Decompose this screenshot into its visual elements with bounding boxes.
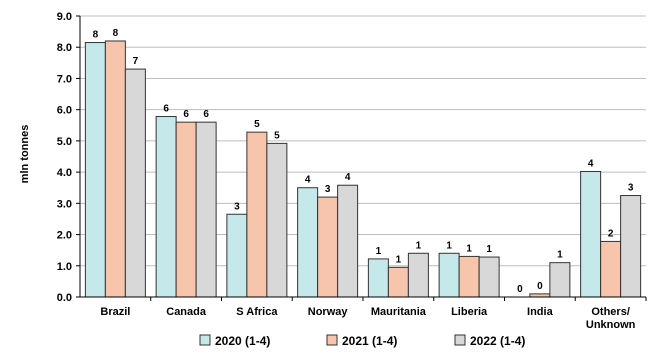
y-axis-label: mln tonnes — [19, 125, 31, 184]
bar — [549, 262, 571, 298]
data-label: 7 — [133, 56, 139, 67]
y-tick-label: 9.0 — [57, 11, 72, 23]
legend: 2020 (1-4) 2021 (1-4) 2022 (1-4) — [199, 334, 525, 348]
y-tick-label: 4.0 — [57, 167, 72, 179]
y-tick-label: 5.0 — [57, 136, 72, 148]
bars — [84, 40, 642, 298]
data-label: 6 — [183, 109, 189, 120]
bar — [195, 121, 217, 298]
legend-label: 2021 (1-4) — [342, 334, 397, 348]
data-label: 8 — [93, 30, 99, 41]
data-label: 4 — [345, 172, 351, 183]
bar — [600, 240, 622, 298]
bar — [367, 258, 389, 298]
y-tick-label: 3.0 — [57, 198, 72, 210]
bar — [104, 40, 126, 298]
x-tick-label: Norway — [308, 306, 349, 318]
data-label: 4 — [588, 158, 594, 169]
bar — [478, 256, 500, 298]
bar — [438, 252, 460, 298]
bar — [407, 252, 429, 298]
data-label: 3 — [234, 201, 240, 212]
y-tick-label: 8.0 — [57, 42, 72, 54]
data-label: 5 — [274, 130, 280, 141]
bar — [175, 121, 197, 298]
data-label: 1 — [466, 243, 472, 254]
bar — [387, 266, 409, 298]
data-label: 1 — [416, 240, 422, 251]
legend-label: 2022 (1-4) — [470, 334, 525, 348]
data-label: 0 — [517, 284, 523, 295]
data-label: 5 — [254, 119, 260, 130]
bar — [226, 213, 248, 298]
bar — [246, 131, 268, 298]
bar — [317, 196, 339, 298]
data-label: 1 — [446, 240, 452, 251]
x-axis-categories: Brazil Canada S Africa Norway Mauritania Libe… — [100, 297, 647, 331]
bar — [266, 142, 288, 298]
y-tick-label: 0.0 — [57, 292, 72, 304]
y-tick-label: 6.0 — [57, 105, 72, 117]
x-tick-label: S Africa — [236, 306, 278, 318]
data-label: 8 — [113, 28, 119, 39]
x-tick-label: Brazil — [100, 306, 130, 318]
y-tick-label: 1.0 — [57, 261, 72, 273]
data-label: 6 — [163, 104, 169, 115]
legend-label: 2020 (1-4) — [215, 334, 270, 348]
x-tick-label: India — [527, 306, 554, 318]
bar — [458, 255, 480, 298]
legend-swatch — [326, 334, 338, 346]
bar — [84, 42, 106, 298]
bar — [155, 116, 177, 298]
x-tick-label: Mauritania — [371, 306, 427, 318]
data-label: 0 — [537, 281, 543, 292]
legend-swatch — [454, 334, 466, 346]
x-tick-label: Canada — [166, 306, 207, 318]
data-label: 3 — [325, 184, 331, 195]
data-label: 1 — [486, 244, 492, 255]
data-label: 6 — [203, 109, 209, 120]
y-axis-ticks: 0.0 1.0 2.0 3.0 4.0 5.0 6.0 7.0 8.0 9.0 — [57, 11, 80, 304]
data-label: 1 — [396, 254, 402, 265]
data-label: 1 — [557, 250, 563, 261]
data-label: 4 — [305, 175, 311, 186]
data-label: 2 — [608, 228, 614, 239]
data-labels: 8 8 7 6 6 6 3 5 5 4 3 4 1 1 1 1 1 1 0 0 1 4 2 3 — [93, 28, 634, 295]
legend-swatch — [199, 334, 211, 346]
bar — [124, 68, 146, 298]
bar — [297, 187, 319, 298]
data-label: 1 — [376, 246, 382, 257]
x-tick-label: Others/Unknown — [586, 306, 636, 331]
bar — [337, 184, 359, 298]
bar — [620, 195, 642, 298]
bar — [580, 170, 602, 298]
y-tick-label: 7.0 — [57, 73, 72, 85]
y-tick-label: 2.0 — [57, 230, 72, 242]
x-tick-label: Liberia — [451, 306, 488, 318]
data-label: 3 — [628, 183, 634, 194]
